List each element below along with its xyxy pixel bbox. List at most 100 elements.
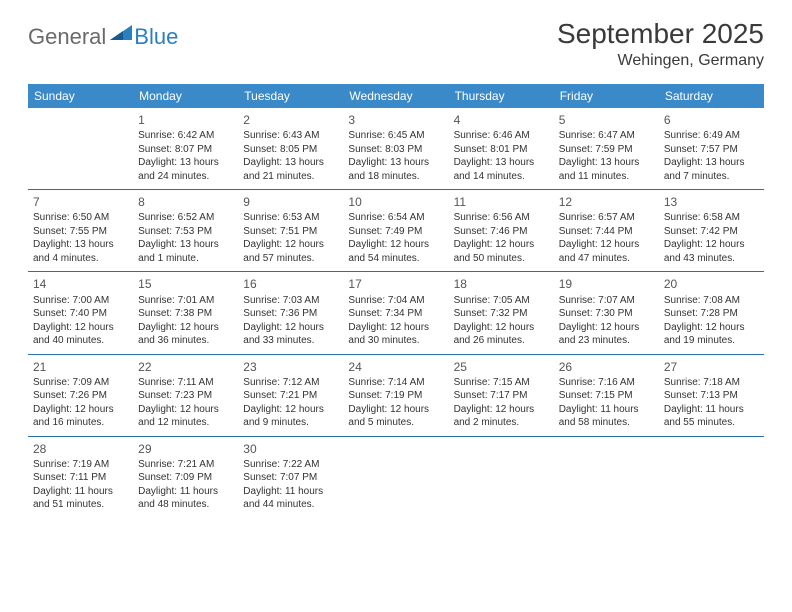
day-cell: 26Sunrise: 7:16 AMSunset: 7:15 PMDayligh… [554,355,659,437]
day-number: 23 [243,359,338,375]
day-number: 1 [138,112,233,128]
day-number: 29 [138,441,233,457]
daylight-text: Daylight: 12 hours and 33 minutes. [243,321,338,348]
daylight-text: Daylight: 12 hours and 19 minutes. [664,321,759,348]
sunrise-text: Sunrise: 7:00 AM [33,294,128,308]
daylight-text: Daylight: 13 hours and 24 minutes. [138,156,233,183]
sunrise-text: Sunrise: 7:11 AM [138,376,233,390]
sunset-text: Sunset: 7:36 PM [243,307,338,321]
daylight-text: Daylight: 12 hours and 5 minutes. [348,403,443,430]
sunset-text: Sunset: 7:57 PM [664,143,759,157]
day-cell: 14 Sunrise: 7:00 AMSunset: 7:40 PMDayligh… [28,272,133,354]
daylight-text: Daylight: 13 hours and 14 minutes. [454,156,549,183]
day-number: 10 [348,194,443,210]
logo-text-gray: General [28,24,106,50]
day-number: 25 [454,359,549,375]
sunrise-text: Sunrise: 6:57 AM [559,211,654,225]
sunrise-text: Sunrise: 7:03 AM [243,294,338,308]
sunset-text: Sunset: 7:32 PM [454,307,549,321]
location-label: Wehingen, Germany [557,52,764,70]
daylight-text: Daylight: 13 hours and 18 minutes. [348,156,443,183]
sunset-text: Sunset: 8:07 PM [138,143,233,157]
daylight-text: Daylight: 11 hours and 44 minutes. [243,485,338,512]
day-number: 13 [664,194,759,210]
sunset-text: Sunset: 7:07 PM [243,471,338,485]
sunset-text: Sunset: 7:09 PM [138,471,233,485]
sunrise-text: Sunrise: 7:19 AM [33,458,128,472]
day-cell [28,108,133,190]
day-cell: 18Sunrise: 7:05 AMSunset: 7:32 PMDayligh… [449,272,554,354]
daylight-text: Daylight: 12 hours and 43 minutes. [664,238,759,265]
day-cell: 9Sunrise: 6:53 AMSunset: 7:51 PMDaylight… [238,190,343,272]
daylight-text: Daylight: 11 hours and 58 minutes. [559,403,654,430]
daylight-text: Daylight: 12 hours and 54 minutes. [348,238,443,265]
day-cell [659,437,764,518]
sunrise-text: Sunrise: 6:54 AM [348,211,443,225]
sunset-text: Sunset: 7:17 PM [454,389,549,403]
day-cell: 10Sunrise: 6:54 AMSunset: 7:49 PMDayligh… [343,190,448,272]
sunset-text: Sunset: 7:30 PM [559,307,654,321]
day-number: 3 [348,112,443,128]
daylight-text: Daylight: 13 hours and 7 minutes. [664,156,759,183]
day-cell: 22Sunrise: 7:11 AMSunset: 7:23 PMDayligh… [133,355,238,437]
sunset-text: Sunset: 7:28 PM [664,307,759,321]
sunset-text: Sunset: 7:51 PM [243,225,338,239]
day-number: 28 [33,441,128,457]
day-number: 22 [138,359,233,375]
sunrise-text: Sunrise: 7:01 AM [138,294,233,308]
sunrise-text: Sunrise: 7:08 AM [664,294,759,308]
day-cell: 21Sunrise: 7:09 AMSunset: 7:26 PMDayligh… [28,355,133,437]
day-cell: 30Sunrise: 7:22 AMSunset: 7:07 PMDayligh… [238,437,343,518]
sunset-text: Sunset: 8:03 PM [348,143,443,157]
day-number: 14 [33,276,128,292]
dow-tuesday: Tuesday [238,84,343,108]
day-cell: 2Sunrise: 6:43 AMSunset: 8:05 PMDaylight… [238,108,343,190]
day-number: 27 [664,359,759,375]
day-number: 4 [454,112,549,128]
calendar-table: Sunday Monday Tuesday Wednesday Thursday… [28,84,764,518]
sunset-text: Sunset: 7:34 PM [348,307,443,321]
day-number: 16 [243,276,338,292]
day-cell [449,437,554,518]
sunrise-text: Sunrise: 7:21 AM [138,458,233,472]
daylight-text: Daylight: 12 hours and 9 minutes. [243,403,338,430]
sunrise-text: Sunrise: 6:58 AM [664,211,759,225]
sunset-text: Sunset: 7:21 PM [243,389,338,403]
daylight-text: Daylight: 12 hours and 36 minutes. [138,321,233,348]
day-number: 21 [33,359,128,375]
sunrise-text: Sunrise: 7:16 AM [559,376,654,390]
sunset-text: Sunset: 7:40 PM [33,307,128,321]
sunset-text: Sunset: 7:19 PM [348,389,443,403]
sunset-text: Sunset: 7:15 PM [559,389,654,403]
day-cell [343,437,448,518]
sunrise-text: Sunrise: 7:05 AM [454,294,549,308]
day-number: 20 [664,276,759,292]
daylight-text: Daylight: 12 hours and 23 minutes. [559,321,654,348]
sunrise-text: Sunrise: 7:09 AM [33,376,128,390]
sunset-text: Sunset: 7:49 PM [348,225,443,239]
sunrise-text: Sunrise: 6:53 AM [243,211,338,225]
header: General Blue September 2025 Wehingen, Ge… [28,18,764,70]
day-cell: 3Sunrise: 6:45 AMSunset: 8:03 PMDaylight… [343,108,448,190]
sunset-text: Sunset: 7:42 PM [664,225,759,239]
day-cell: 17Sunrise: 7:04 AMSunset: 7:34 PMDayligh… [343,272,448,354]
dow-wednesday: Wednesday [343,84,448,108]
day-cell: 29Sunrise: 7:21 AMSunset: 7:09 PMDayligh… [133,437,238,518]
daylight-text: Daylight: 12 hours and 2 minutes. [454,403,549,430]
day-cell: 28Sunrise: 7:19 AMSunset: 7:11 PMDayligh… [28,437,133,518]
day-cell: 20 Sunrise: 7:08 AMSunset: 7:28 PMDayligh… [659,272,764,354]
day-number: 12 [559,194,654,210]
daylight-text: Daylight: 12 hours and 40 minutes. [33,321,128,348]
day-cell: 25Sunrise: 7:15 AMSunset: 7:17 PMDayligh… [449,355,554,437]
sunrise-text: Sunrise: 7:18 AM [664,376,759,390]
daylight-text: Daylight: 11 hours and 48 minutes. [138,485,233,512]
day-cell: 4Sunrise: 6:46 AMSunset: 8:01 PMDaylight… [449,108,554,190]
day-number: 9 [243,194,338,210]
sunrise-text: Sunrise: 6:56 AM [454,211,549,225]
day-cell: 24Sunrise: 7:14 AMSunset: 7:19 PMDayligh… [343,355,448,437]
day-cell: 23Sunrise: 7:12 AMSunset: 7:21 PMDayligh… [238,355,343,437]
day-number: 5 [559,112,654,128]
day-cell: 6Sunrise: 6:49 AMSunset: 7:57 PMDaylight… [659,108,764,190]
day-cell: 27Sunrise: 7:18 AMSunset: 7:13 PMDayligh… [659,355,764,437]
logo: General Blue [28,18,178,50]
